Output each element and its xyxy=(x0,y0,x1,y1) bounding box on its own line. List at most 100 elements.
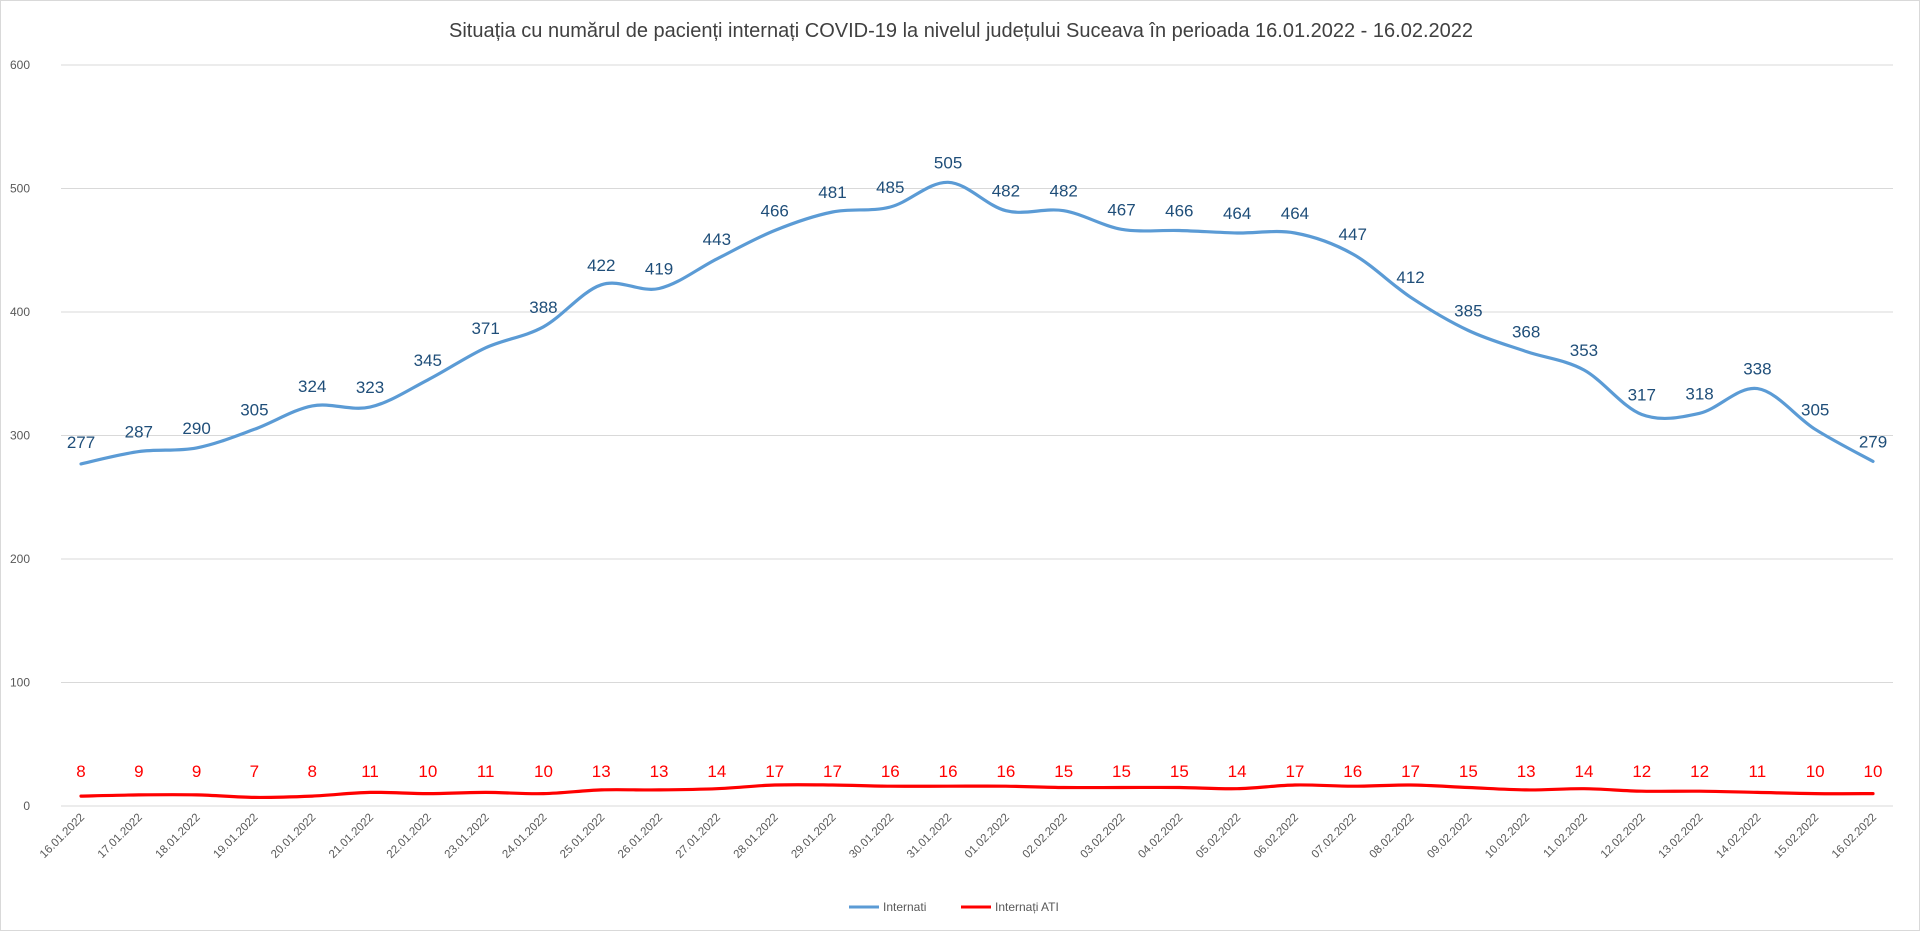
x-axis-ticks: 16.01.2022 17.01.2022 18.01.2022 19.01.2022… xyxy=(38,812,1879,861)
data-label: 11 xyxy=(1749,762,1767,781)
x-tick-label: 18.01.2022 xyxy=(154,812,203,861)
data-label: 317 xyxy=(1628,386,1656,405)
x-tick-label: 22.01.2022 xyxy=(385,812,434,861)
series-line-internati-ati xyxy=(79,783,1875,800)
data-label: 16 xyxy=(939,762,958,781)
x-tick-label: 29.01.2022 xyxy=(789,812,838,861)
x-tick-label: 31.01.2022 xyxy=(905,812,954,861)
y-tick-label: 200 xyxy=(10,552,30,566)
x-tick-label: 13.02.2022 xyxy=(1657,812,1706,861)
x-tick-label: 20.01.2022 xyxy=(269,812,318,861)
x-tick-label: 09.02.2022 xyxy=(1425,812,1474,861)
data-label: 305 xyxy=(1801,400,1829,419)
x-tick-label: 21.01.2022 xyxy=(327,812,376,861)
x-tick-label: 30.01.2022 xyxy=(847,812,896,861)
legend-label: Internati xyxy=(883,900,926,914)
data-label: 17 xyxy=(823,762,842,781)
data-label: 7 xyxy=(250,762,259,781)
data-label: 385 xyxy=(1454,302,1482,321)
y-tick-label: 600 xyxy=(10,58,30,72)
x-tick-label: 11.02.2022 xyxy=(1542,812,1591,861)
x-tick-label: 19.01.2022 xyxy=(211,812,260,861)
x-tick-label: 16.02.2022 xyxy=(1830,812,1879,861)
data-label: 14 xyxy=(707,762,726,781)
data-label: 16 xyxy=(996,762,1015,781)
data-label: 371 xyxy=(471,319,499,338)
data-label: 15 xyxy=(1054,762,1073,781)
data-label: 318 xyxy=(1685,384,1713,403)
x-tick-label: 23.01.2022 xyxy=(443,812,492,861)
x-tick-label: 24.01.2022 xyxy=(500,812,549,861)
data-label: 464 xyxy=(1281,204,1309,223)
x-tick-label: 10.02.2022 xyxy=(1483,812,1532,861)
y-tick-label: 500 xyxy=(10,182,30,196)
data-label: 15 xyxy=(1459,762,1478,781)
chart-title: Situația cu numărul de pacienți internaț… xyxy=(449,20,1473,42)
data-label: 8 xyxy=(307,762,316,781)
data-label: 419 xyxy=(645,260,673,279)
series-lines xyxy=(79,180,1875,800)
data-label: 412 xyxy=(1396,268,1424,287)
data-label: 8 xyxy=(76,762,85,781)
data-label: 9 xyxy=(192,762,201,781)
x-tick-label: 05.02.2022 xyxy=(1194,812,1243,861)
y-tick-label: 100 xyxy=(10,676,30,690)
data-label: 388 xyxy=(529,298,557,317)
x-tick-label: 08.02.2022 xyxy=(1367,812,1416,861)
data-label: 12 xyxy=(1632,762,1651,781)
data-label: 16 xyxy=(1343,762,1362,781)
data-label: 447 xyxy=(1339,225,1367,244)
x-tick-label: 02.02.2022 xyxy=(1021,812,1070,861)
data-label: 10 xyxy=(1864,762,1883,781)
data-label: 9 xyxy=(134,762,143,781)
x-tick-label: 06.02.2022 xyxy=(1252,812,1301,861)
data-labels: 277 287 290 305 324 323 345 371 388 422 419 443 466 4… xyxy=(67,153,1887,781)
data-label: 17 xyxy=(1401,762,1420,781)
data-label: 15 xyxy=(1170,762,1189,781)
data-label: 482 xyxy=(1050,182,1078,201)
x-tick-label: 01.02.2022 xyxy=(963,812,1012,861)
data-label: 505 xyxy=(934,153,962,172)
data-label: 13 xyxy=(650,762,669,781)
data-label: 482 xyxy=(992,182,1020,201)
data-label: 323 xyxy=(356,378,384,397)
data-label: 10 xyxy=(418,762,437,781)
data-label: 10 xyxy=(1806,762,1825,781)
data-label: 368 xyxy=(1512,323,1540,342)
data-label: 10 xyxy=(534,762,553,781)
data-label: 353 xyxy=(1570,341,1598,360)
data-label: 466 xyxy=(760,201,788,220)
legend: Internati Internați ATI xyxy=(849,900,1059,914)
data-label: 305 xyxy=(240,400,268,419)
data-label: 324 xyxy=(298,377,326,396)
data-label: 290 xyxy=(182,419,210,438)
data-label: 279 xyxy=(1859,432,1887,451)
data-label: 15 xyxy=(1112,762,1131,781)
data-label: 11 xyxy=(361,762,379,781)
data-label: 345 xyxy=(414,351,442,370)
legend-label: Internați ATI xyxy=(995,900,1059,914)
data-label: 443 xyxy=(703,230,731,249)
data-label: 466 xyxy=(1165,201,1193,220)
data-label: 13 xyxy=(1517,762,1536,781)
x-tick-label: 04.02.2022 xyxy=(1136,812,1185,861)
x-tick-label: 07.02.2022 xyxy=(1310,812,1359,861)
data-label: 14 xyxy=(1228,762,1247,781)
data-label: 14 xyxy=(1575,762,1594,781)
x-tick-label: 14.02.2022 xyxy=(1714,812,1763,861)
data-label: 11 xyxy=(477,762,495,781)
data-label: 485 xyxy=(876,178,904,197)
x-tick-label: 26.01.2022 xyxy=(616,812,665,861)
y-tick-label: 400 xyxy=(10,305,30,319)
gridlines xyxy=(61,64,1893,807)
data-label: 12 xyxy=(1690,762,1709,781)
x-tick-label: 12.02.2022 xyxy=(1599,812,1648,861)
data-label: 17 xyxy=(765,762,784,781)
data-label: 287 xyxy=(125,423,153,442)
y-tick-label: 300 xyxy=(10,429,30,443)
x-tick-label: 03.02.2022 xyxy=(1078,812,1127,861)
data-label: 13 xyxy=(592,762,611,781)
x-tick-label: 15.02.2022 xyxy=(1772,812,1821,861)
